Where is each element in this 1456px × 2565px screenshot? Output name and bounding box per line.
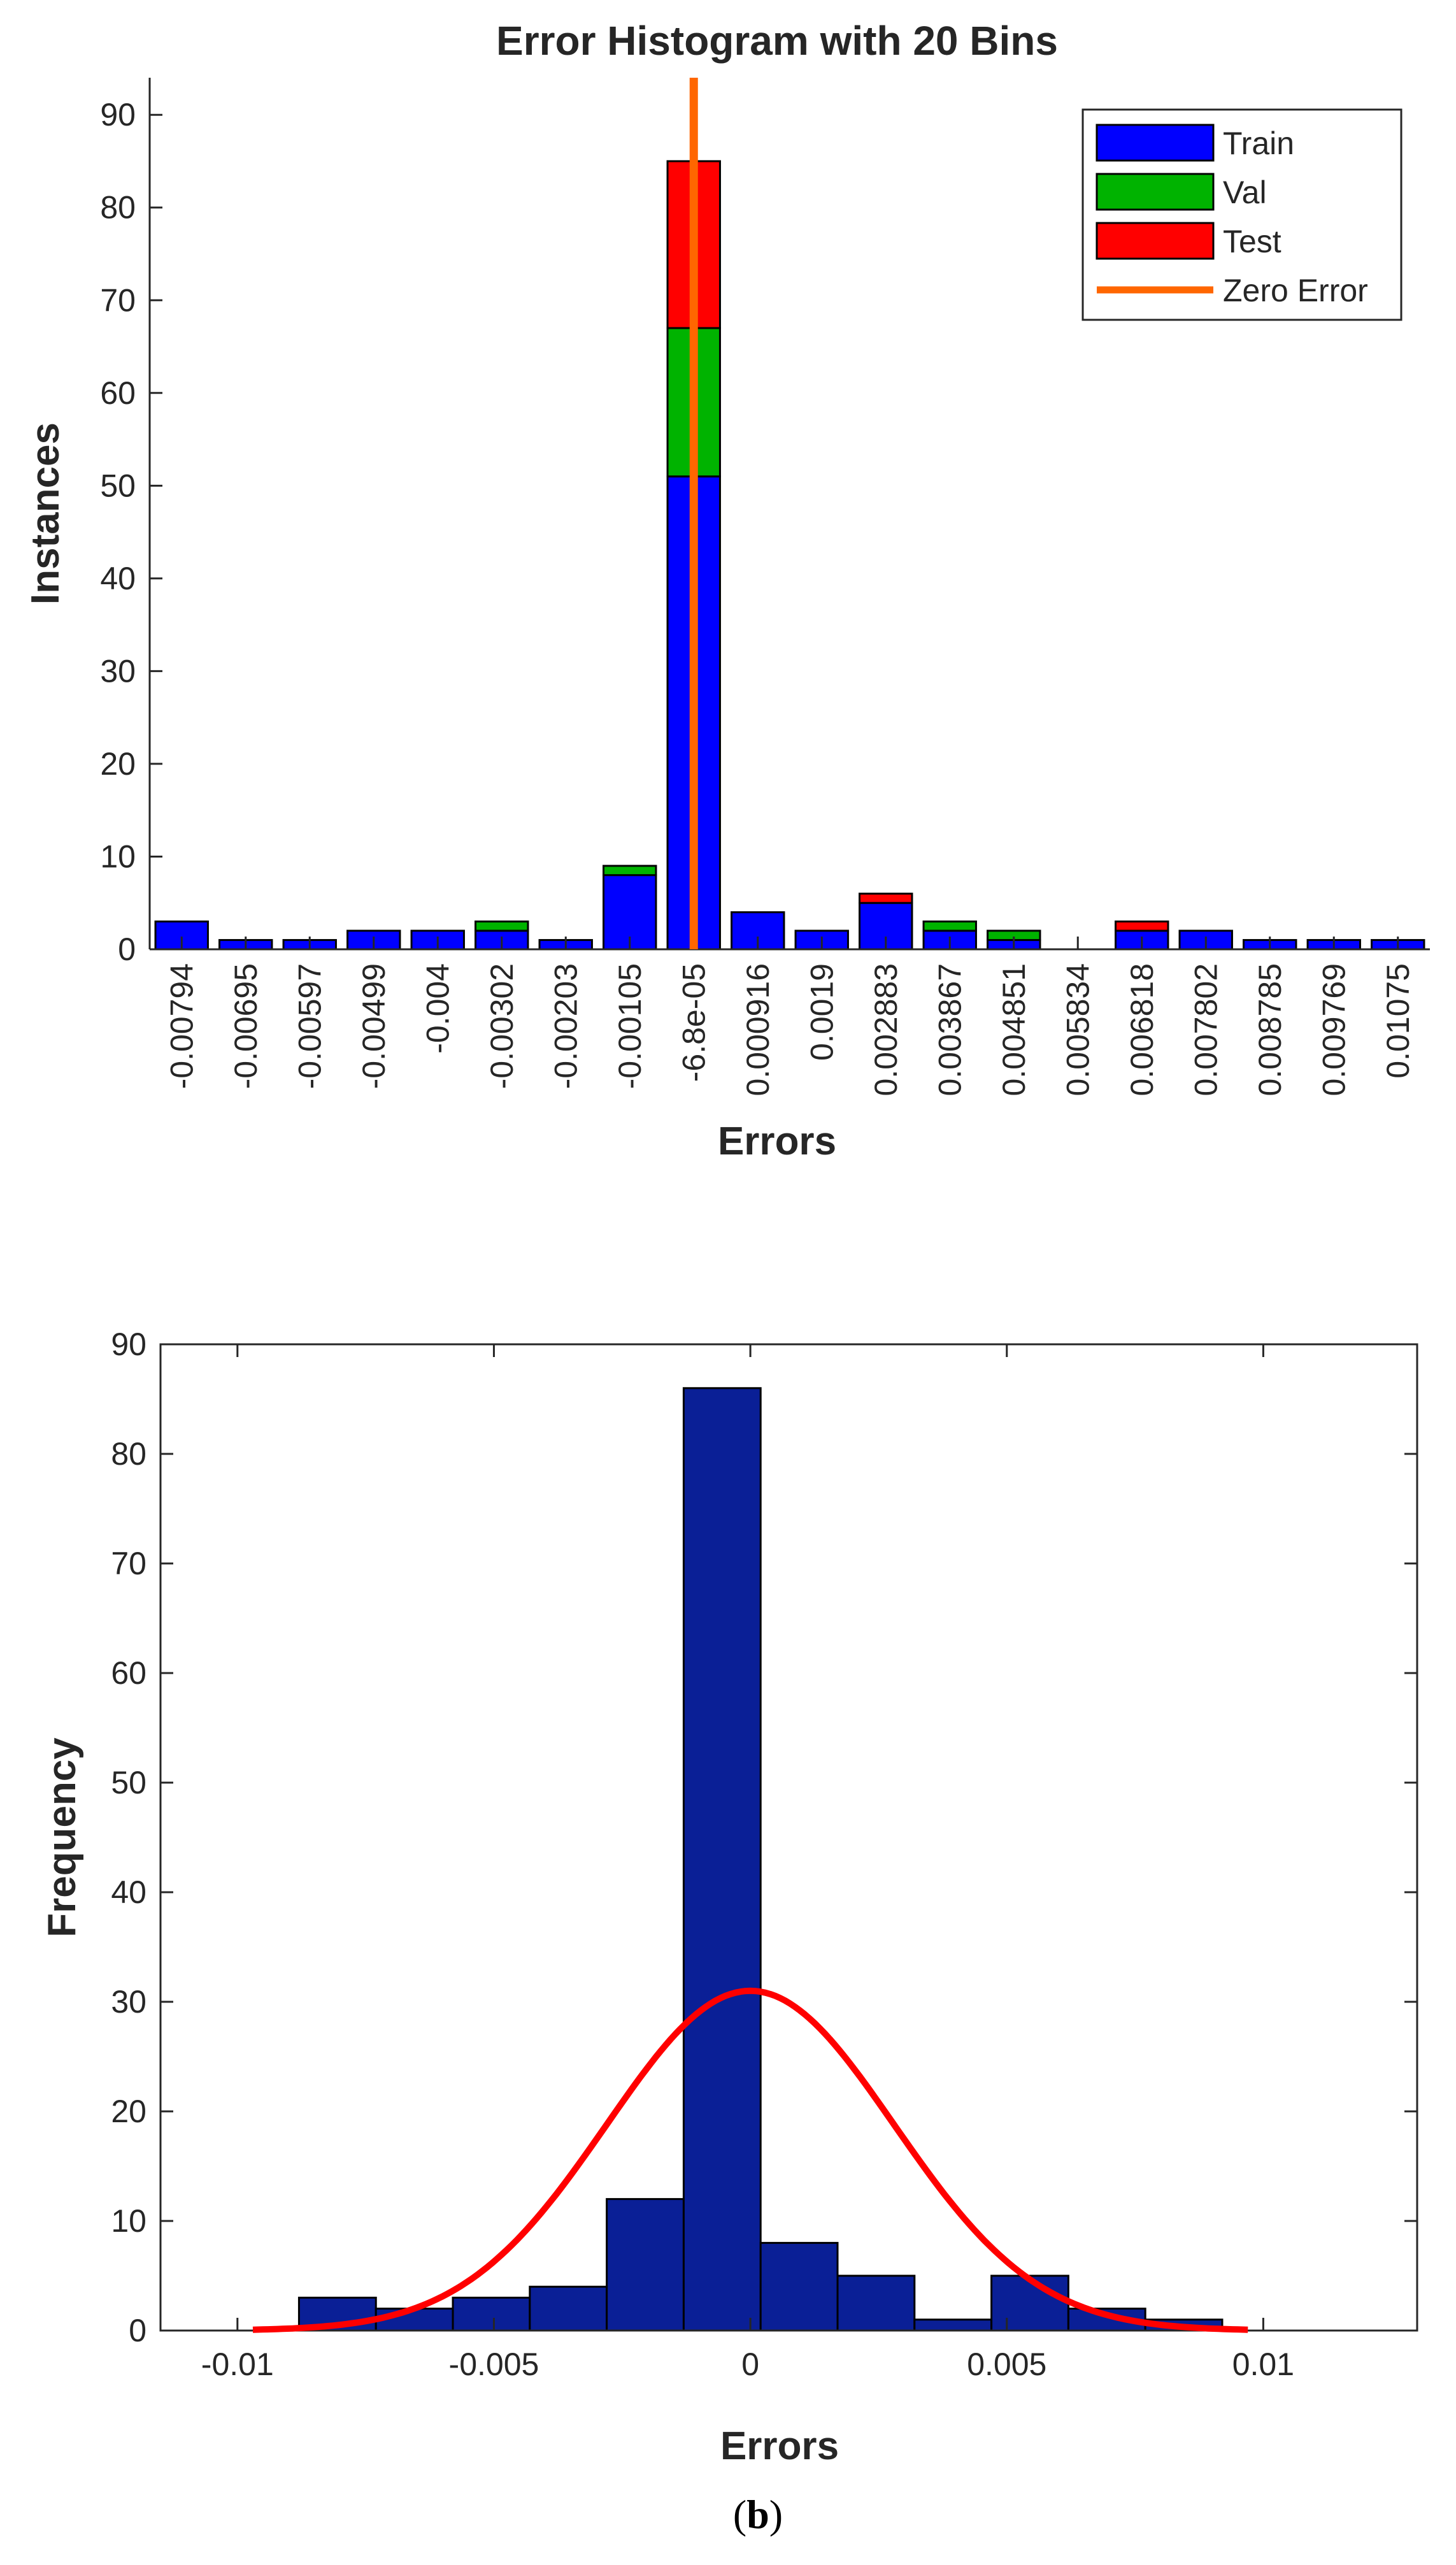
chart1-axes: 0 10 20 30 40 50 60 70 80 90 -0.00794 -0.00695 -0.00… — [100, 78, 1430, 1096]
chart1-y-tick-label-8: 80 — [100, 190, 136, 226]
chart1-bar-val-5 — [475, 920, 529, 932]
chart1-y-tick-label-0: 0 — [118, 931, 136, 967]
chart1-x-tick-label-17: 0.008785 — [1252, 963, 1288, 1096]
caption-letter: b — [746, 2492, 769, 2537]
chart1-bar-val-12 — [922, 920, 977, 932]
chart1-legend: Train Val Test Zero Error — [1081, 108, 1402, 321]
chart2-x-tick-label-4: 0.01 — [1232, 2346, 1294, 2382]
chart2-x-tick-label-2: 0 — [741, 2346, 759, 2382]
chart1-x-tick-label-9: 0.000916 — [740, 963, 776, 1096]
chart1-x-tick-label-10: 0.0019 — [804, 963, 839, 1061]
chart1-x-tick-label-3: -0.00499 — [356, 963, 392, 1089]
chart2-y-tick-label-4: 40 — [111, 1874, 146, 1910]
chart2-normal-fit-curve — [252, 1987, 1248, 2333]
chart2-bar-8 — [913, 2318, 993, 2332]
chart1-x-tick-label-2: -0.00597 — [292, 963, 327, 1089]
chart2-y-tick-label-0: 0 — [129, 2313, 146, 2348]
chart1-x-tick-label-14: 0.005834 — [1060, 963, 1096, 1096]
chart1-x-axis-label: Errors — [718, 1119, 836, 1163]
chart1-legend-box — [1081, 108, 1402, 321]
chart1-x-tick-label-8: -6.8e-05 — [676, 963, 711, 1082]
chart1-y-tick-label-7: 70 — [100, 282, 136, 318]
chart2-plot-frame — [159, 1343, 1418, 2332]
chart1-legend-swatch-train — [1096, 124, 1215, 162]
figure-caption: (b) — [733, 2492, 783, 2537]
chart1-legend-label-zero-error: Zero Error — [1223, 273, 1368, 308]
chart1-x-tick-label-6: -0.00203 — [548, 963, 583, 1089]
chart1-y-tick-label-6: 60 — [100, 375, 136, 411]
caption-close-paren: ) — [769, 2492, 783, 2537]
chart2-x-tick-label-1: -0.005 — [449, 2346, 539, 2382]
error-histogram-chart: Error Histogram with 20 Bins Instances E… — [24, 18, 1430, 1163]
chart1-x-tick-label-16: 0.007802 — [1188, 963, 1224, 1096]
chart1-x-tick-label-1: -0.00695 — [228, 963, 264, 1089]
chart1-x-tick-label-7: -0.00105 — [612, 963, 648, 1089]
chart1-title: Error Histogram with 20 Bins — [496, 18, 1058, 64]
chart2-x-tick-label-0: -0.01 — [201, 2346, 274, 2382]
chart2-bar-2 — [452, 2296, 531, 2332]
chart2-y-tick-label-1: 10 — [111, 2203, 146, 2239]
chart1-y-tick-label-2: 20 — [100, 746, 136, 782]
chart1-x-tick-label-0: -0.00794 — [164, 963, 199, 1089]
chart1-y-tick-label-3: 30 — [100, 653, 136, 689]
chart2-bar-5 — [682, 1387, 762, 2332]
chart1-legend-swatch-test — [1096, 222, 1215, 260]
chart1-legend-label-test: Test — [1223, 224, 1281, 259]
chart2-y-tick-label-6: 60 — [111, 1655, 146, 1691]
chart1-y-tick-label-4: 40 — [100, 561, 136, 596]
chart1-x-tick-label-15: 0.006818 — [1124, 963, 1160, 1096]
chart2-bar-7 — [836, 2274, 916, 2332]
chart2-y-axis-label: Frequency — [40, 1737, 84, 1937]
chart2-bar-4 — [606, 2198, 685, 2332]
chart1-x-tick-label-13: 0.004851 — [996, 963, 1032, 1096]
frequency-histogram-chart: Frequency Errors 0 10 20 30 40 50 60 70 80 90 -0.0… — [40, 1326, 1418, 2468]
caption-open-paren: ( — [733, 2492, 746, 2537]
chart1-bar-test-11 — [859, 893, 913, 904]
chart1-x-tick-label-5: -0.00302 — [484, 963, 520, 1089]
chart1-legend-swatch-val — [1096, 173, 1215, 211]
chart2-axes: 0 10 20 30 40 50 60 70 80 90 -0.01 -0.005 0 0.005 0.01 — [111, 1326, 1418, 2382]
chart2-y-tick-label-3: 30 — [111, 1984, 146, 2020]
chart1-y-axis-label: Instances — [24, 422, 68, 605]
chart1-x-tick-label-4: -0.004 — [420, 963, 455, 1054]
chart2-bar-6 — [759, 2241, 839, 2332]
chart2-x-tick-label-3: 0.005 — [967, 2346, 1046, 2382]
chart1-bar-val-7 — [603, 865, 657, 877]
chart2-fit-curve-line — [252, 1987, 1248, 2333]
chart2-y-tick-label-2: 20 — [111, 2094, 146, 2129]
chart1-y-tick-label-1: 10 — [100, 838, 136, 874]
chart2-y-tick-label-9: 90 — [111, 1326, 146, 1362]
chart1-x-tick-label-19: 0.01075 — [1380, 963, 1416, 1079]
chart1-y-tick-label-5: 50 — [100, 468, 136, 503]
chart2-bar-3 — [529, 2285, 608, 2332]
chart2-y-tick-label-7: 70 — [111, 1546, 146, 1581]
chart1-x-tick-label-12: 0.003867 — [932, 963, 967, 1096]
chart2-y-tick-label-5: 50 — [111, 1765, 146, 1800]
chart1-y-tick-label-9: 90 — [100, 97, 136, 133]
chart2-bars — [297, 1387, 1224, 2332]
chart1-x-tick-label-11: 0.002883 — [868, 963, 904, 1096]
chart1-x-tick-label-18: 0.009769 — [1316, 963, 1352, 1096]
chart2-x-axis-label: Errors — [720, 2424, 839, 2468]
chart1-legend-label-train: Train — [1223, 126, 1294, 161]
chart2-bar-9 — [990, 2274, 1069, 2332]
chart2-y-tick-label-8: 80 — [111, 1436, 146, 1472]
chart1-bar-test-15 — [1115, 920, 1169, 932]
chart1-legend-label-val: Val — [1223, 175, 1267, 210]
